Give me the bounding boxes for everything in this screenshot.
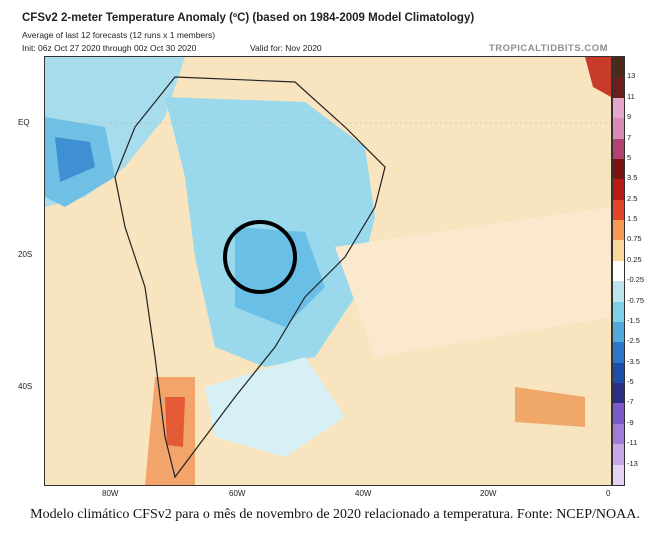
- colorbar-label: -5: [627, 377, 634, 387]
- anomaly-map: [44, 56, 612, 486]
- colorbar-segment: [613, 240, 624, 262]
- colorbar-segment: [613, 179, 624, 201]
- strong-cool-anomaly-region: [55, 137, 95, 182]
- colorbar-label: 0.75: [627, 234, 642, 244]
- colorbar-segment: [613, 57, 624, 78]
- colorbar-segment: [613, 77, 624, 99]
- lat-label-20s: 20S: [18, 250, 33, 259]
- colorbar-label: -9: [627, 417, 634, 427]
- brand-watermark: TROPICALTIDBITS.COM: [488, 43, 608, 54]
- figure-caption: Modelo climático CFSv2 para o mês de nov…: [30, 507, 640, 522]
- lon-label-80w: 80W: [102, 489, 119, 498]
- colorbar-segment: [613, 260, 624, 282]
- colorbar-label: -13: [627, 458, 638, 468]
- colorbar-label: 5: [627, 152, 632, 162]
- lon-label-0: 0: [606, 489, 611, 498]
- colorbar-segment: [613, 444, 624, 466]
- colorbar-segment: [613, 301, 624, 323]
- colorbar: [612, 56, 625, 486]
- colorbar-label: 1.5: [627, 214, 638, 224]
- colorbar-label: -2.5: [627, 336, 640, 346]
- anomaly-map-svg: [45, 57, 611, 485]
- chart-subtitle-init: Init: 06z Oct 27 2020 through 00z Oct 30…: [22, 43, 197, 53]
- colorbar-label: 7: [627, 132, 632, 142]
- colorbar-segment: [613, 158, 624, 180]
- colorbar-label: -1.5: [627, 315, 640, 325]
- colorbar-segment: [613, 97, 624, 119]
- colorbar-segment: [613, 423, 624, 445]
- colorbar-segment: [613, 403, 624, 425]
- colorbar-label: -3.5: [627, 356, 640, 366]
- highlight-circle: [223, 220, 297, 294]
- lon-label-60w: 60W: [229, 489, 246, 498]
- colorbar-label: 9: [627, 112, 632, 122]
- valid-date: Valid for: Nov 2020: [250, 43, 322, 53]
- colorbar-segment: [613, 362, 624, 384]
- strong-warm-anomaly-region: [585, 57, 611, 97]
- colorbar-label: 13: [627, 71, 636, 81]
- colorbar-segment: [613, 138, 624, 160]
- south-america-coastline: [114, 76, 386, 479]
- lat-label-eq: EQ: [18, 118, 30, 127]
- weak-cool-anomaly-region: [205, 357, 345, 457]
- chart-title: CFSv2 2-meter Temperature Anomaly (ºC) (…: [22, 12, 475, 24]
- neutral-region: [335, 207, 611, 357]
- colorbar-segment: [613, 281, 624, 303]
- colorbar-segment: [613, 383, 624, 404]
- colorbar-label: -11: [627, 438, 638, 448]
- chart-subtitle-forecasts: Average of last 12 forecasts (12 runs x …: [22, 30, 216, 40]
- lat-label-40s: 40S: [18, 382, 33, 391]
- strong-warm-anomaly-region: [165, 397, 185, 447]
- colorbar-label: -0.75: [627, 295, 645, 305]
- lon-label-20w: 20W: [480, 489, 497, 498]
- colorbar-label: 3.5: [627, 173, 638, 183]
- colorbar-segment: [613, 321, 624, 343]
- colorbar-label: -7: [627, 397, 634, 407]
- colorbar-segment: [613, 199, 624, 221]
- lon-label-40w: 40W: [355, 489, 372, 498]
- colorbar-label: 2.5: [627, 193, 638, 203]
- colorbar-label: -0.25: [627, 275, 645, 285]
- warm-anomaly-region: [515, 387, 585, 427]
- colorbar-segment: [613, 118, 624, 140]
- colorbar-segment: [613, 342, 624, 364]
- colorbar-label: 0.25: [627, 254, 642, 264]
- colorbar-label: 11: [627, 91, 635, 101]
- colorbar-segment: [613, 464, 624, 486]
- colorbar-segment: [613, 220, 624, 241]
